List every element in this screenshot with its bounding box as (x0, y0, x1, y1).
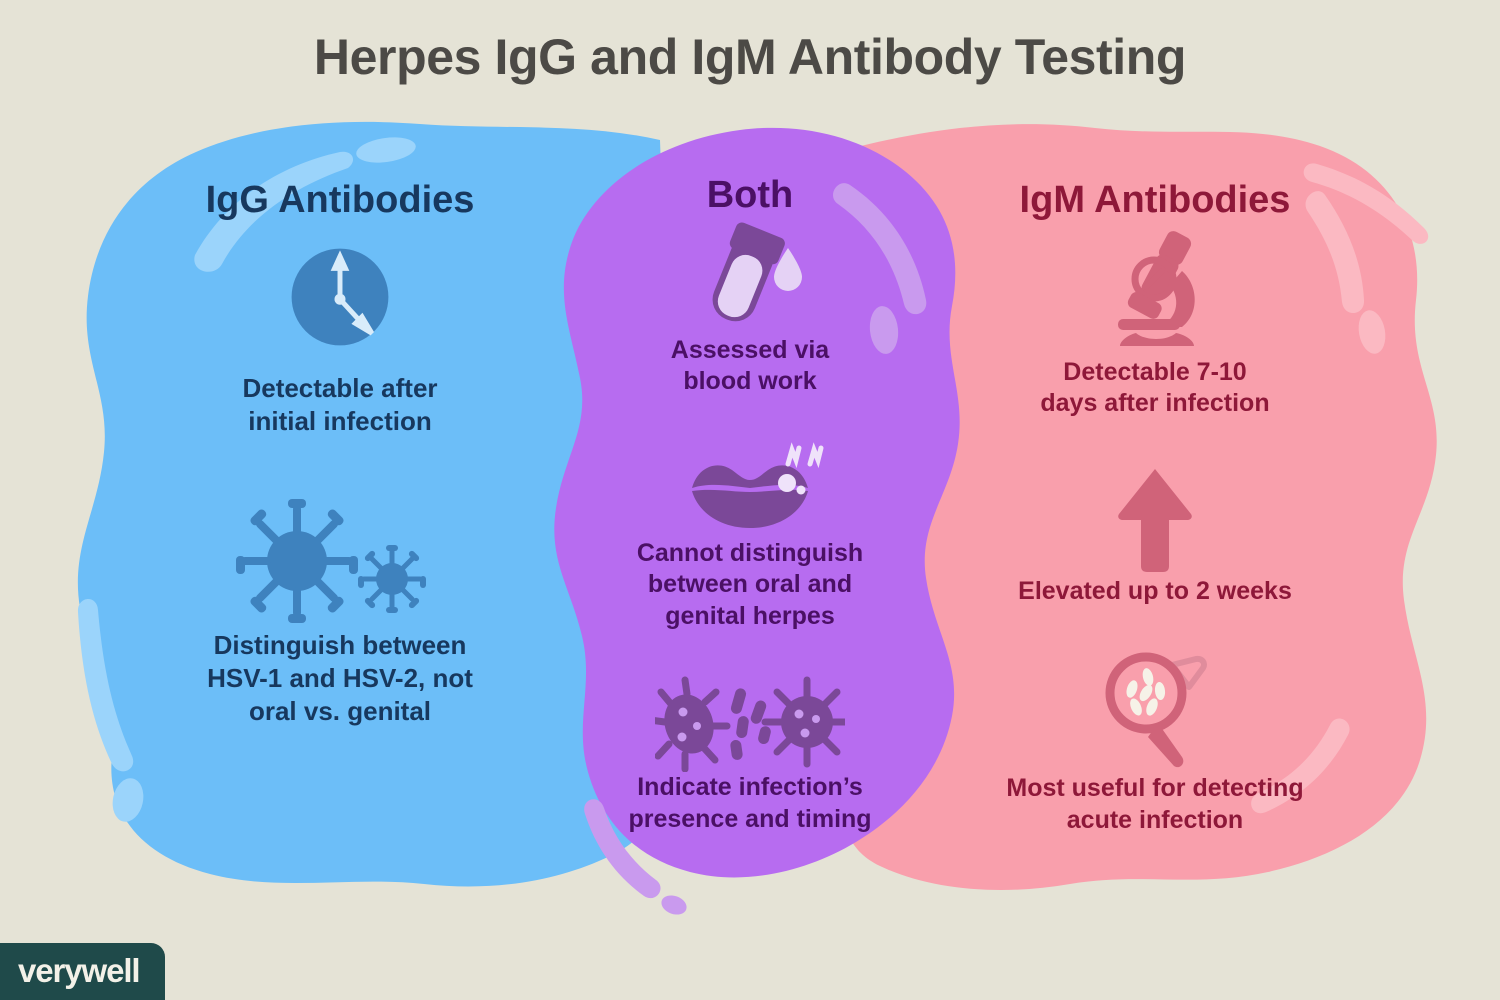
clock-icon (291, 248, 389, 346)
magnifying-glass-bacteria-icon-wrap (945, 645, 1365, 773)
column-igg: IgG Antibodies Detectable after initial i… (100, 179, 580, 728)
verywell-logo[interactable]: verywell (0, 943, 166, 1000)
column-igg-heading: IgG Antibodies (205, 179, 475, 221)
germs-icon-wrap (585, 672, 915, 773)
both-item-1: Assessed via blood work (585, 217, 915, 398)
both-item-1-text: Assessed via blood work (670, 335, 830, 396)
column-igm-heading: IgM Antibodies (1019, 179, 1291, 221)
igm-item-2-text: Elevated up to 2 weeks (1018, 576, 1292, 605)
both-item-2: Cannot distinguish between oral and genita… (585, 438, 915, 633)
up-arrow-icon (1118, 468, 1192, 572)
blood-test-tube-icon (712, 222, 802, 322)
igm-item-2: Elevated up to 2 weeks (945, 464, 1365, 608)
igg-item-2: Distinguish between HSV-1 and HSV-2, not o… (100, 499, 580, 727)
both-item-2-text: Cannot distinguish between oral and genita… (636, 538, 864, 630)
lips-cold-sore-icon (692, 442, 824, 528)
clock-icon-wrap (100, 222, 580, 372)
igm-item-3: Most useful for detecting acute infection (945, 645, 1365, 836)
virus-icon (236, 499, 426, 624)
up-arrow-icon-wrap (945, 464, 1365, 576)
igg-item-2-text: Distinguish between HSV-1 and HSV-2, not o… (207, 630, 473, 726)
column-both: Both Assessed via blood work (585, 174, 915, 835)
verywell-logo-text: verywell (18, 952, 141, 989)
igm-item-1: Detectable 7-10 days after infection (945, 222, 1365, 420)
microscope-icon (1118, 230, 1195, 346)
both-item-3-text: Indicate infection’s presence and timing (628, 773, 872, 833)
blood-test-tube-icon-wrap (585, 217, 915, 335)
column-both-heading: Both (706, 174, 794, 216)
magnifying-glass-bacteria-icon (1105, 652, 1207, 768)
igm-item-1-text: Detectable 7-10 days after infection (1040, 357, 1270, 418)
igg-item-1: Detectable after initial infection (100, 222, 580, 438)
germs-icon (655, 676, 845, 773)
lips-cold-sore-icon-wrap (585, 438, 915, 538)
virus-icon-wrap (100, 499, 580, 629)
igm-item-3-text: Most useful for detecting acute infection (1006, 774, 1304, 834)
microscope-icon-wrap (945, 222, 1365, 357)
column-igm: IgM Antibodies Detectable 7-10 (945, 179, 1365, 836)
both-item-3: Indicate infection’s presence and timing (585, 672, 915, 835)
page-title: Herpes IgG and IgM Antibody Testing (313, 29, 1187, 85)
igg-item-1-text: Detectable after initial infection (242, 372, 438, 436)
